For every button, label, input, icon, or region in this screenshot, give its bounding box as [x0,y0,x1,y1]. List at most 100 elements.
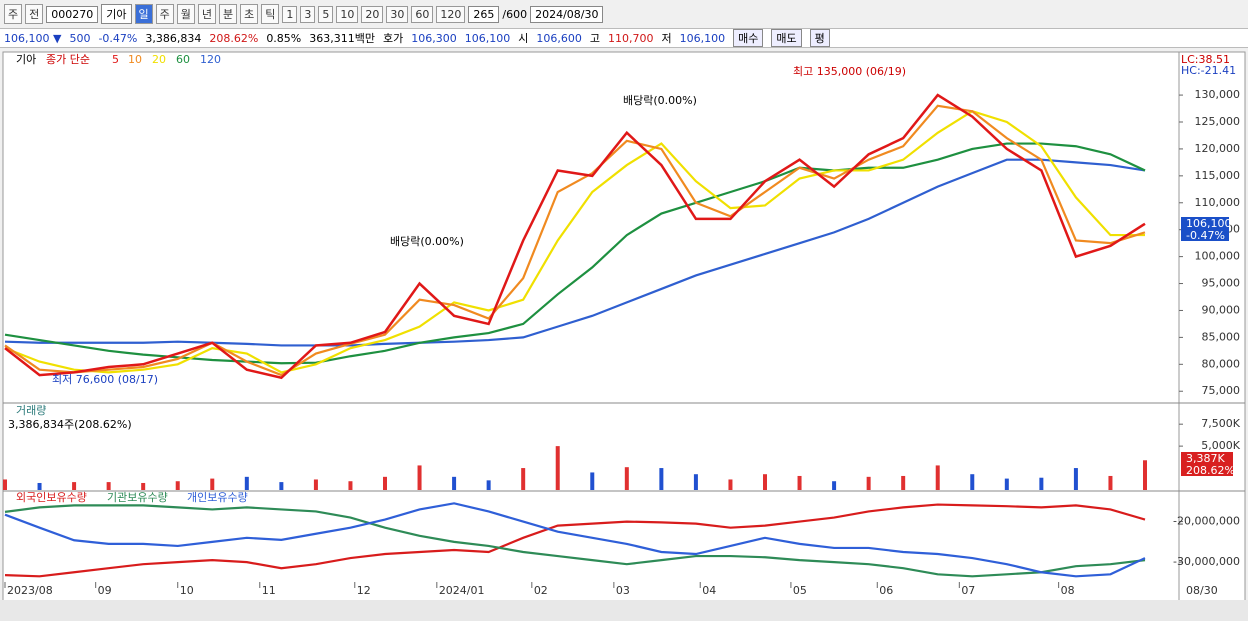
toolbar-button[interactable]: 60 [411,5,434,23]
toolbar-button[interactable]: 주 [155,4,174,24]
info-field: 고 [589,32,600,45]
series-line [4,504,1146,578]
toolbar-button[interactable]: 120 [436,5,466,23]
order-button[interactable]: 평 [809,29,830,47]
order-button[interactable]: 매도 [771,29,802,47]
hc-label: HC:-21.41 [1181,64,1236,77]
volume-bar [590,472,595,490]
annotation: 배당락(0.00%) [390,235,464,248]
volume-bar [935,465,940,490]
legend-entry: 5 [112,53,119,66]
toolbar-button[interactable]: 20 [361,5,384,23]
y-tick-label: 75,000 [1202,384,1241,397]
x-tick-label: 08 [1061,584,1075,597]
series-line [4,158,1146,347]
toolbar-button[interactable]: 1 [282,5,298,23]
legend-entry: 20 [152,53,166,66]
volume-bar [797,475,802,490]
legend-entry: 120 [200,53,221,66]
volume-bar [244,476,249,490]
y-tick-label: 125,000 [1195,115,1241,128]
scrollbar[interactable] [0,600,1248,621]
toolbar-button[interactable]: 000270 [46,5,99,23]
y-tick-label: 5,000K [1201,439,1240,452]
y-tick-label: -30,000,000 [1173,555,1240,568]
axis-bg [1178,51,1246,603]
info-field: 500 [69,31,91,45]
volume-ratio: 208.62% [1186,464,1235,477]
legend-entry: 10 [128,53,142,66]
legend-entry: 60 [176,53,190,66]
y-tick-label: 110,000 [1195,196,1241,209]
volume-bar [486,480,491,490]
count-input[interactable]: 265 [468,5,500,23]
toolbar-button[interactable]: 5 [318,5,334,23]
volume-bar [555,446,560,490]
volume-bar [348,481,353,490]
toolbar-button[interactable]: 30 [386,5,409,23]
annotation: 배당락(0.00%) [623,94,697,107]
toolbar-button[interactable]: 틱 [261,4,280,24]
x-tick-label: 2024/01 [439,584,485,597]
volume-bar [659,468,664,490]
info-field: 208.62% [209,31,259,45]
volume-bar [763,474,767,490]
info-bar: 106,100 ▼ 500 -0.47% 3,386,834 208.62% 0.85% 3… [0,28,1248,48]
y-tick-label: 7,500K [1201,417,1240,430]
toolbar-button[interactable]: 주 [4,4,23,24]
series-line [4,110,1145,374]
toolbar-button[interactable]: 10 [336,5,359,23]
info-field: 저 [661,32,672,45]
series-line [4,502,1146,578]
x-tick-label: 09 [98,584,112,597]
toolbar-button[interactable]: 전 [25,4,44,24]
toolbar-button[interactable]: 3 [300,5,316,23]
x-end-label: 08/30 [1186,584,1218,597]
x-tick-label: 06 [879,584,893,597]
volume-bar [970,474,975,490]
current-change: -0.47% [1186,229,1225,242]
toolbar-button[interactable]: 월 [176,4,195,24]
legend-prefix: 종가 단순 [46,53,90,66]
info-field: 110,700 [608,31,654,45]
y-tick-label: -20,000,000 [1173,515,1240,528]
series-line [4,503,1146,578]
volume-bar [624,467,629,490]
x-tick-label: 03 [616,584,630,597]
current-price-box [1181,217,1229,241]
info-field: 0.85% [266,31,302,45]
volume-bar [521,468,526,490]
volume-bar [279,482,284,490]
toolbar-button[interactable]: 일 [134,4,153,24]
plot-bg [2,51,1180,603]
series-line [4,93,1146,380]
volume-current: 3,387K [1186,452,1225,465]
volume-bar [1073,468,1078,490]
volume-bar [832,481,837,490]
toolbar-button[interactable]: 년 [197,4,216,24]
x-tick-label: 11 [262,584,276,597]
y-tick-label: 90,000 [1202,303,1241,316]
volume-bar [383,476,387,490]
volume-bar [141,482,146,490]
info-field: 363,311백만 [309,32,375,45]
date-input[interactable]: 2024/08/30 [530,5,604,23]
order-button[interactable]: 매수 [733,29,764,47]
chart-title: 기아 [16,53,36,66]
x-tick-label: 10 [180,584,194,597]
y-tick-label: 85,000 [1202,330,1241,343]
toolbar-button[interactable]: 기아 [101,4,132,24]
volume-box [1181,452,1233,476]
y-tick-label: 80,000 [1202,357,1241,370]
volume-bar [452,476,457,490]
lc-label: LC:38.51 [1181,53,1230,66]
info-field: 106,300 [411,31,457,45]
annotation: 최고 135,000 (06/19) [793,65,906,78]
toolbar: 주 전 000270 기아 일 주 월 년 분 초 틱 1 3 5 10 20 30 60 120 265/600 20… [0,2,1248,26]
legend-entry: 외국인보유수량 [16,491,87,504]
toolbar-button[interactable]: 분 [219,4,238,24]
toolbar-button[interactable]: 초 [240,4,259,24]
x-tick-label: 07 [961,584,975,597]
x-tick-label: 04 [702,584,716,597]
